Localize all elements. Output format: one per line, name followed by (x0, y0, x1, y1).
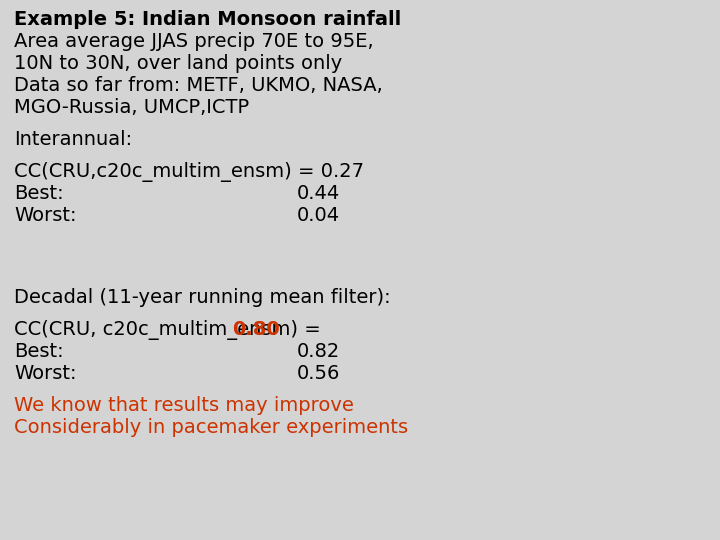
Text: 0.82: 0.82 (297, 342, 340, 361)
Text: Worst:: Worst: (14, 364, 76, 383)
Text: 10N to 30N, over land points only: 10N to 30N, over land points only (14, 54, 342, 73)
Text: Example 5: Indian Monsoon rainfall: Example 5: Indian Monsoon rainfall (14, 10, 401, 29)
Text: 0.56: 0.56 (297, 364, 340, 383)
Text: Considerably in pacemaker experiments: Considerably in pacemaker experiments (14, 418, 408, 437)
Text: Decadal (11-year running mean filter):: Decadal (11-year running mean filter): (14, 288, 391, 307)
Text: Interannual:: Interannual: (14, 130, 132, 149)
Text: CC(CRU, c20c_multim_ensm) =: CC(CRU, c20c_multim_ensm) = (14, 320, 327, 340)
Text: 0.80: 0.80 (232, 320, 280, 339)
Text: Worst:: Worst: (14, 206, 76, 225)
Text: 0.44: 0.44 (297, 184, 340, 203)
Text: We know that results may improve: We know that results may improve (14, 396, 354, 415)
Text: Data so far from: METF, UKMO, NASA,: Data so far from: METF, UKMO, NASA, (14, 76, 383, 95)
Text: Best:: Best: (14, 342, 63, 361)
Text: 0.04: 0.04 (297, 206, 340, 225)
Text: MGO-Russia, UMCP,ICTP: MGO-Russia, UMCP,ICTP (14, 98, 249, 117)
Text: Best:: Best: (14, 184, 63, 203)
Text: CC(CRU,c20c_multim_ensm) = 0.27: CC(CRU,c20c_multim_ensm) = 0.27 (14, 162, 364, 182)
Text: Area average JJAS precip 70E to 95E,: Area average JJAS precip 70E to 95E, (14, 32, 374, 51)
